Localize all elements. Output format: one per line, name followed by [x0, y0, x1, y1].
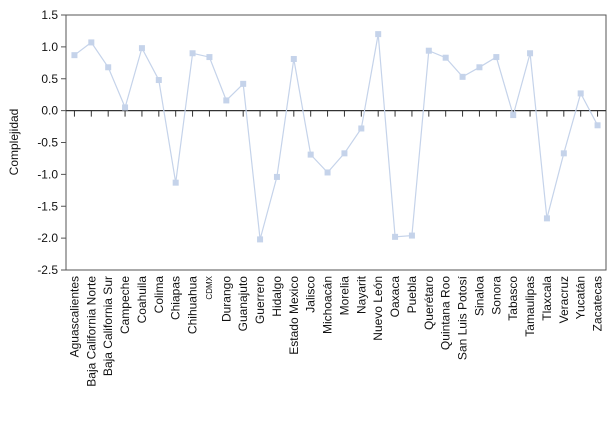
data-point: [257, 236, 264, 243]
x-tick-label: Colima: [152, 276, 166, 314]
x-tick-label: Tlaxcala: [540, 276, 554, 321]
plot-area: 1.5 1.0 0.5 0.0 -0.5 -1.0 -1.5 -2.0 -2.5 Aguascal…: [37, 8, 607, 387]
y-tick-label: 1.0: [41, 40, 58, 54]
x-tick-label: Guanajuto: [236, 276, 250, 332]
x-tick-label: CDMX: [205, 275, 214, 299]
data-point: [594, 122, 601, 129]
x-tick-label: Aguascalientes: [67, 276, 81, 357]
data-point: [527, 50, 534, 57]
data-point: [138, 45, 145, 52]
data-point: [290, 55, 297, 62]
x-tick-label: Jalisco: [304, 276, 318, 313]
data-point: [358, 125, 365, 132]
data-point: [341, 150, 348, 157]
y-tick-label: -1.5: [37, 199, 58, 213]
y-tick-label: -2.5: [37, 263, 58, 277]
series-line: [74, 33, 599, 240]
data-point: [273, 173, 280, 180]
data-point: [240, 80, 247, 87]
x-tick-label: Querétaro: [422, 276, 436, 330]
x-tick-label: Chiapas: [169, 276, 183, 320]
x-tick-label: Nayarit: [354, 275, 368, 314]
x-tick-label: Oaxaca: [388, 276, 402, 318]
x-tick-label: Baja California Norte: [84, 276, 98, 387]
y-axis-title-group: Complejidad: [7, 109, 21, 176]
data-point: [206, 54, 213, 61]
x-tick-label: Michoacán: [321, 276, 335, 334]
data-point: [442, 54, 449, 61]
data-point: [307, 151, 314, 158]
y-axis-title: Complejidad: [7, 109, 21, 176]
x-tick-label: San Luis Potosí: [456, 275, 470, 360]
y-tick-label: -0.5: [37, 136, 58, 150]
x-tick-label: Coahuila: [135, 276, 149, 324]
data-point: [510, 112, 517, 119]
x-tick-label: Chihuahua: [186, 276, 200, 334]
data-point: [392, 233, 399, 240]
x-tick-label: Veracruz: [557, 276, 571, 323]
data-point: [425, 47, 432, 54]
y-tick-label: 0.5: [41, 72, 58, 86]
data-point: [543, 215, 550, 222]
x-tick-label: Nuevo León: [371, 276, 385, 341]
data-point: [71, 52, 78, 59]
x-tick-label: Yucatán: [574, 276, 588, 319]
data-point: [172, 179, 179, 186]
x-tick-label: Quintana Roo: [439, 276, 453, 350]
data-point: [493, 54, 500, 61]
x-tick-label: Hidalgo: [270, 276, 284, 317]
data-point: [223, 97, 230, 104]
y-tick-label: -1.0: [37, 167, 58, 181]
data-point: [476, 64, 483, 71]
data-point: [155, 77, 162, 84]
data-point: [577, 90, 584, 97]
x-tick-label: Campeche: [118, 276, 132, 334]
x-tick-label: Baja California Sur: [101, 276, 115, 376]
y-tick-label: 1.5: [41, 8, 58, 22]
data-point: [122, 104, 129, 111]
x-tick-label: Tabasco: [506, 276, 520, 321]
data-point: [324, 169, 331, 176]
x-tick-label: Sonora: [489, 276, 503, 315]
y-tick-label: 0.0: [41, 104, 58, 118]
x-tick-label: Sinaloa: [472, 276, 486, 316]
x-tick-label: Durango: [219, 276, 233, 322]
x-tick-label: Zacatecas: [591, 276, 605, 331]
data-point: [88, 39, 95, 46]
data-point: [189, 50, 196, 57]
x-tick-label: Puebla: [405, 276, 419, 314]
data-point: [459, 73, 466, 80]
x-tick-label: Morelia: [337, 276, 351, 316]
y-tick-label: -2.0: [37, 231, 58, 245]
data-point: [105, 64, 112, 71]
data-point: [375, 31, 382, 38]
x-tick-label: Guerrero: [253, 276, 267, 324]
plot-frame: [65, 14, 607, 271]
x-tick-label: Tamaulipas: [523, 276, 537, 337]
data-point: [560, 150, 567, 157]
x-tick-label: Estado Mexico: [287, 276, 301, 355]
data-point: [408, 232, 415, 239]
